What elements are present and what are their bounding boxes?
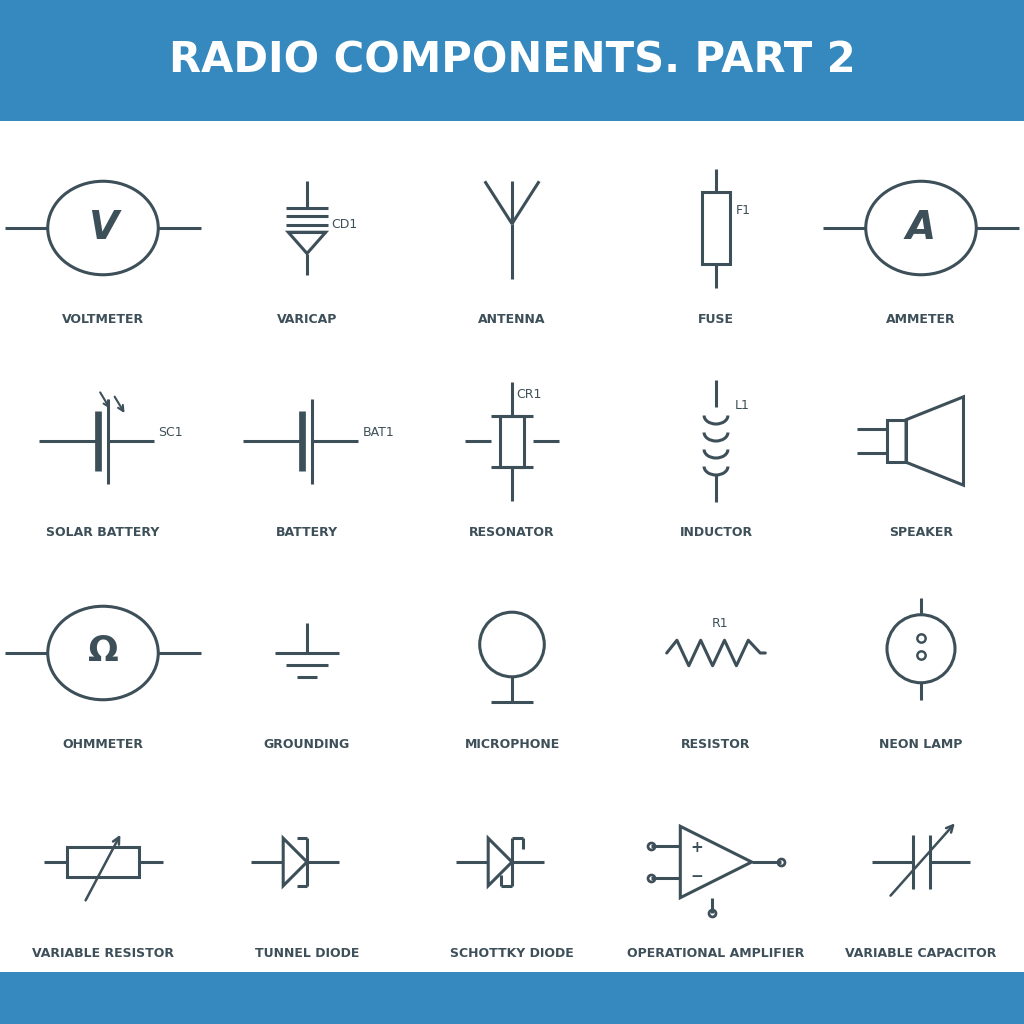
Text: BAT1: BAT1 (362, 426, 394, 439)
Text: AMMETER: AMMETER (886, 313, 955, 326)
Text: MICROPHONE: MICROPHONE (464, 738, 560, 751)
Bar (0, 0, 1024, 121)
Bar (68, 847, 138, 878)
Bar (0, 972, 1024, 1024)
Text: FUSE: FUSE (698, 313, 734, 326)
Text: NEON LAMP: NEON LAMP (880, 738, 963, 751)
Text: INDUCTOR: INDUCTOR (680, 526, 753, 539)
Text: RADIO COMPONENTS. PART 2: RADIO COMPONENTS. PART 2 (169, 40, 855, 82)
Bar (702, 193, 729, 264)
Text: −: − (690, 869, 702, 885)
Text: VOLTMETER: VOLTMETER (61, 313, 144, 326)
Text: A: A (906, 209, 936, 247)
Text: VARIABLE RESISTOR: VARIABLE RESISTOR (32, 947, 174, 961)
Text: CR1: CR1 (516, 388, 542, 400)
Text: VARICAP: VARICAP (276, 313, 337, 326)
Text: SOLAR BATTERY: SOLAR BATTERY (46, 526, 160, 539)
Text: RESONATOR: RESONATOR (469, 526, 555, 539)
Text: R1: R1 (712, 616, 728, 630)
Bar (888, 420, 906, 462)
Text: BATTERY: BATTERY (275, 526, 338, 539)
Text: VARIABLE CAPACITOR: VARIABLE CAPACITOR (846, 947, 996, 961)
Text: RESISTOR: RESISTOR (681, 738, 751, 751)
Text: OPERATIONAL AMPLIFIER: OPERATIONAL AMPLIFIER (628, 947, 805, 961)
Text: CD1: CD1 (332, 218, 357, 231)
Text: SCHOTTKY DIODE: SCHOTTKY DIODE (451, 947, 573, 961)
Text: SPEAKER: SPEAKER (889, 526, 953, 539)
Text: +: + (690, 840, 702, 854)
Text: OHMMETER: OHMMETER (62, 738, 143, 751)
Text: V: V (88, 209, 118, 247)
Bar (500, 416, 524, 467)
Text: GROUNDING: GROUNDING (264, 738, 350, 751)
Text: SC1: SC1 (159, 426, 183, 439)
Text: ANTENNA: ANTENNA (478, 313, 546, 326)
Text: L1: L1 (734, 398, 750, 412)
Text: TUNNEL DIODE: TUNNEL DIODE (255, 947, 359, 961)
Text: Ω: Ω (88, 634, 119, 668)
Text: F1: F1 (735, 204, 751, 217)
